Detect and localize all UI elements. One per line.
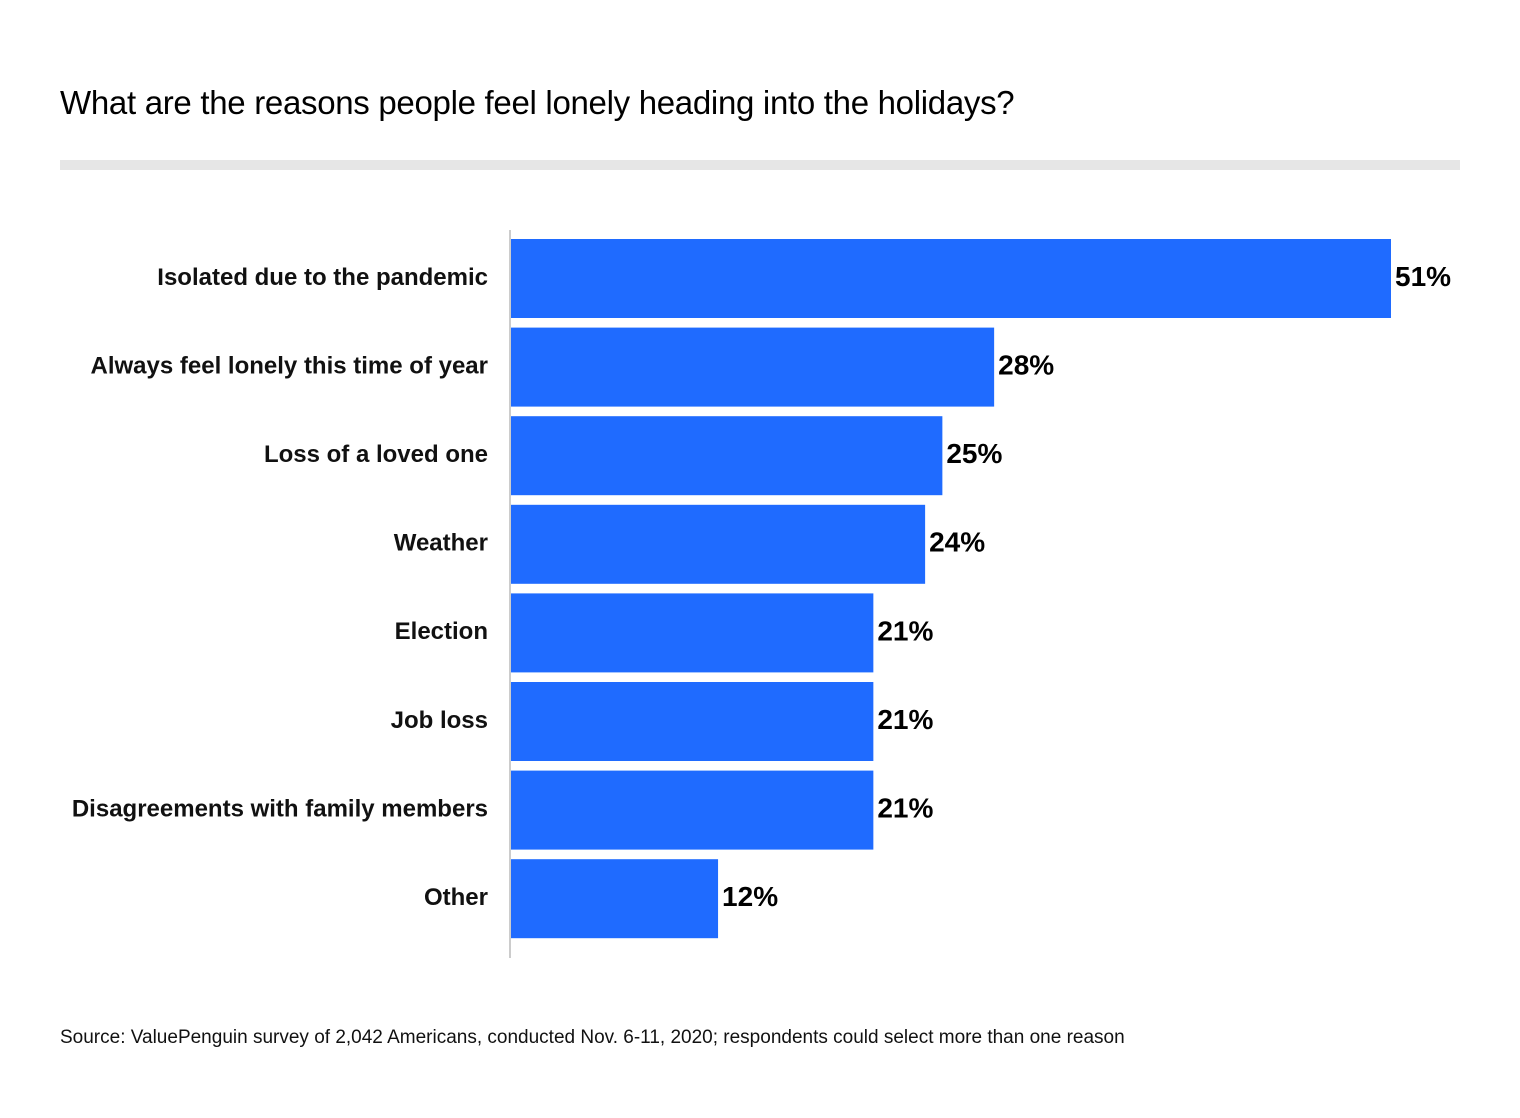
category-label: Election [395,618,488,645]
category-label: Other [424,884,488,911]
bar [511,682,874,761]
category-label: Always feel lonely this time of year [91,352,488,379]
value-label: 21% [877,792,933,823]
bar [511,327,995,407]
bar [511,770,874,850]
category-label: Loss of a loved one [264,441,488,468]
value-label: 25% [946,438,1002,469]
category-label: Weather [394,530,488,557]
value-label: 51% [1395,261,1451,292]
bar [511,416,943,496]
category-label: Disagreements with family members [72,795,488,822]
bar [511,239,1391,318]
bar [511,504,926,584]
value-label: 28% [998,349,1054,380]
title-divider [60,160,1460,170]
value-label: 12% [722,881,778,912]
category-label: Job loss [391,707,488,734]
value-label: 24% [929,527,985,558]
value-label: 21% [877,704,933,735]
bar [511,859,719,939]
category-label: Isolated due to the pandemic [157,264,488,291]
chart-title: What are the reasons people feel lonely … [60,84,1015,121]
bar [511,593,874,673]
value-label: 21% [877,615,933,646]
source-note: Source: ValuePenguin survey of 2,042 Ame… [60,1027,1125,1048]
